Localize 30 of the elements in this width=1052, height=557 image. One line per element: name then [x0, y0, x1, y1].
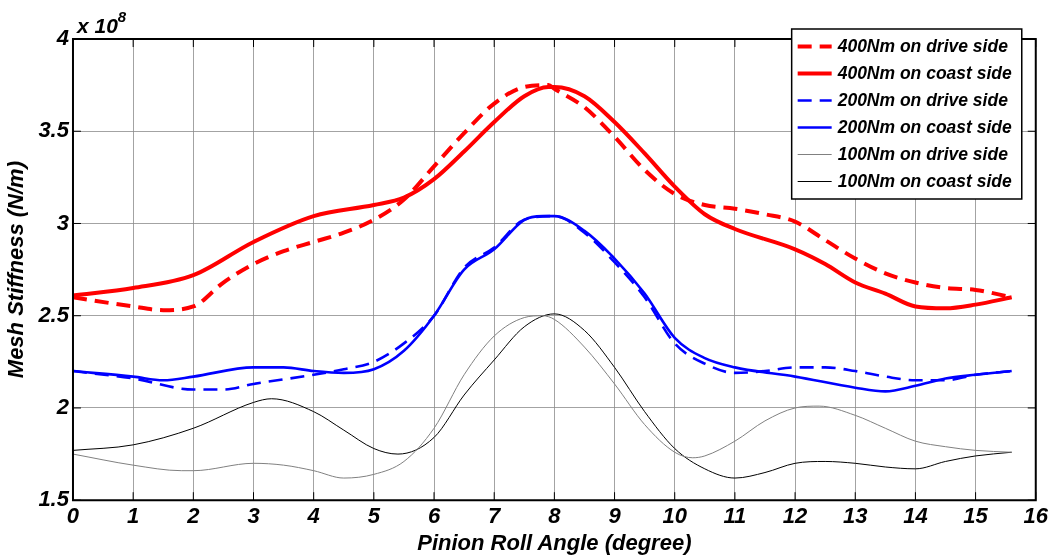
- x-tick-label: 13: [843, 503, 868, 529]
- x-tick-label: 12: [782, 503, 809, 529]
- y-tick-label: 1.5: [38, 486, 70, 512]
- y-axis-title: Mesh Stiffness (N/m): [3, 161, 29, 379]
- x-tick-label: 14: [903, 503, 928, 529]
- legend-label: 400Nm on coast side: [836, 63, 1013, 84]
- x-tick-label: 1: [127, 503, 140, 529]
- x-tick-label: 15: [963, 503, 989, 529]
- legend-label: 400Nm on drive side: [836, 36, 1009, 57]
- x-tick-label: 2: [186, 503, 201, 529]
- legend-label: 200Nm on coast side: [836, 117, 1013, 138]
- x-tick-label: 5: [367, 503, 381, 529]
- x-tick-label: 11: [723, 503, 747, 529]
- y-tick-label: 3.5: [38, 117, 70, 143]
- x-tick-label: 10: [662, 503, 688, 529]
- y-tick-label: 4: [55, 25, 69, 51]
- x-axis-title: Pinion Roll Angle (degree): [417, 529, 692, 555]
- legend-label: 100Nm on drive side: [837, 144, 1009, 165]
- x-tick-label: 16: [1023, 503, 1049, 529]
- y-tick-label: 2: [55, 394, 70, 420]
- x-tick-label: 4: [306, 503, 320, 529]
- x-tick-label: 7: [488, 503, 503, 529]
- legend-label: 100Nm on coast side: [837, 171, 1013, 192]
- x-tick-label: 9: [608, 503, 622, 529]
- legend-label: 200Nm on drive side: [836, 90, 1009, 111]
- x-tick-label: 6: [427, 503, 441, 529]
- x-tick-label: 8: [548, 503, 562, 529]
- y-tick-label: 3: [56, 209, 69, 235]
- x-tick-label: 3: [247, 503, 260, 529]
- y-tick-label: 2.5: [37, 301, 70, 327]
